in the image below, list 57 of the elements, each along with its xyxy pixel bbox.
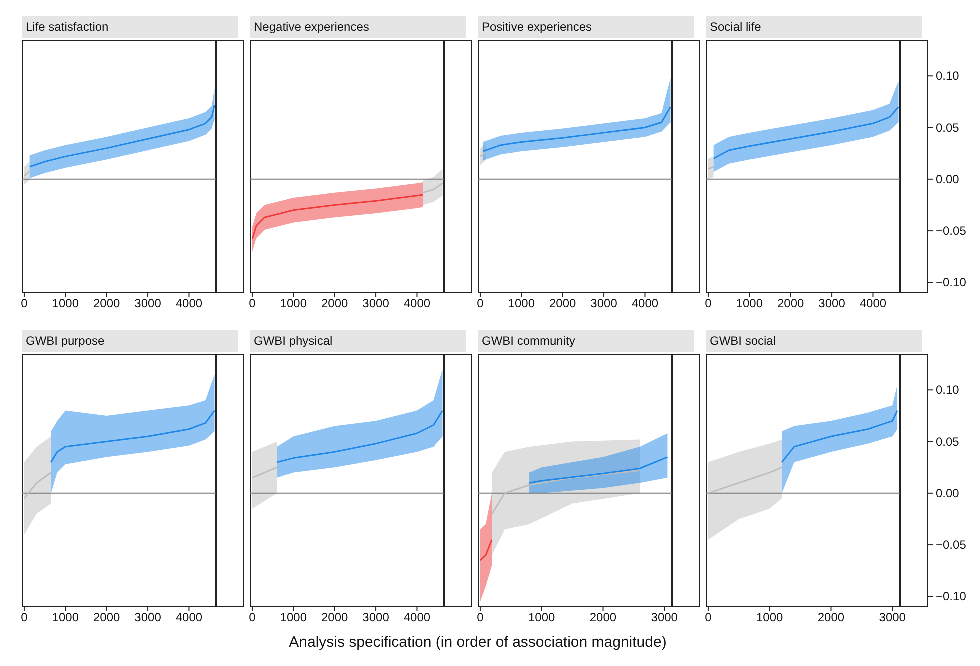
chart-title: Positive experiences <box>478 16 694 38</box>
y-tick-label: 0.10 <box>936 69 960 84</box>
x-tick-label: 2000 <box>590 610 617 625</box>
y-tick-label: −0.05 <box>936 224 967 238</box>
x-tick-label: 3000 <box>879 610 906 625</box>
x-tick-label: 4000 <box>404 296 431 311</box>
y-tick-label: 0.05 <box>936 434 960 449</box>
x-tick-label: 0 <box>705 610 712 625</box>
y-tick-label: 0.10 <box>936 383 960 398</box>
chart-title: Negative experiences <box>250 16 466 38</box>
x-tick-label: 1000 <box>528 610 556 625</box>
x-tick-label: 3000 <box>134 296 162 311</box>
x-tick-label: 2000 <box>322 296 349 311</box>
chart-title: Social life <box>706 16 922 38</box>
x-tick-label: 3000 <box>590 296 618 311</box>
y-tick-label: 0.00 <box>936 486 960 500</box>
x-tick-label: 1000 <box>280 296 308 311</box>
x-tick-label: 0 <box>249 296 256 311</box>
x-tick-label: 4000 <box>176 296 203 311</box>
y-tick-label: −0.10 <box>936 590 967 604</box>
x-tick-label: 1000 <box>736 296 764 311</box>
x-tick-label: 0 <box>477 610 484 625</box>
x-tick-label: 1000 <box>756 610 784 625</box>
x-tick-label: 4000 <box>632 296 659 311</box>
x-tick-label: 1000 <box>52 610 80 625</box>
x-tick-label: 3000 <box>362 610 390 625</box>
chart-title: GWBI physical <box>250 330 466 352</box>
x-tick-label: 0 <box>705 296 712 311</box>
x-tick-label: 3000 <box>818 296 846 311</box>
x-tick-label: 2000 <box>94 610 121 625</box>
x-tick-label: 0 <box>477 296 484 311</box>
x-tick-label: 2000 <box>322 610 349 625</box>
x-tick-label: 3000 <box>651 610 678 625</box>
x-tick-label: 2000 <box>550 296 577 311</box>
x-tick-label: 0 <box>21 610 28 625</box>
y-tick-label: 0.05 <box>936 120 960 135</box>
x-tick-label: 1000 <box>280 610 308 625</box>
x-tick-label: 2000 <box>778 296 805 311</box>
chart-title: Life satisfaction <box>22 16 238 38</box>
y-tick-label: −0.10 <box>936 276 967 290</box>
x-tick-label: 3000 <box>362 296 390 311</box>
chart-title: GWBI purpose <box>22 330 238 352</box>
x-tick-label: 0 <box>249 610 256 625</box>
x-tick-label: 4000 <box>404 610 431 625</box>
x-tick-label: 1000 <box>52 296 80 311</box>
x-tick-label: 4000 <box>176 610 203 625</box>
x-tick-label: 2000 <box>818 610 845 625</box>
x-axis-title: Analysis specification (in order of association magnitude) <box>288 634 668 651</box>
x-tick-label: 2000 <box>94 296 121 311</box>
x-tick-label: 1000 <box>508 296 536 311</box>
x-tick-label: 0 <box>21 296 28 311</box>
chart-title: GWBI social <box>706 330 922 352</box>
x-tick-label: 3000 <box>134 610 162 625</box>
y-tick-label: 0.00 <box>936 172 960 186</box>
y-tick-label: −0.05 <box>936 538 967 552</box>
x-tick-label: 4000 <box>860 296 887 311</box>
chart-title: GWBI community <box>478 330 694 352</box>
